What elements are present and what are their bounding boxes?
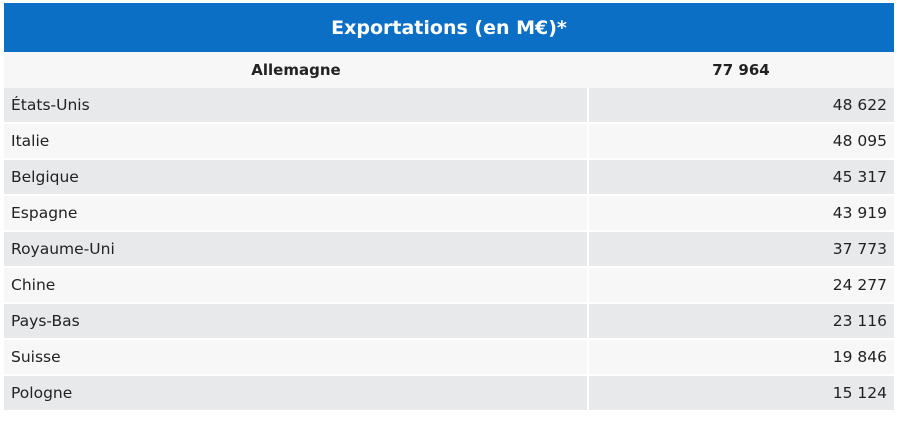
- table-row: Pologne 15 124: [4, 376, 894, 410]
- table-row: Pays-Bas 23 116: [4, 304, 894, 338]
- table-row: États-Unis 48 622: [4, 88, 894, 122]
- header-country: Allemagne: [251, 61, 341, 79]
- row-country: Chine: [4, 268, 587, 302]
- table-title: Exportations (en M€)*: [4, 3, 894, 52]
- row-value: 43 919: [588, 196, 894, 230]
- row-value: 23 116: [588, 304, 894, 338]
- row-country: Belgique: [4, 160, 587, 194]
- row-value: 24 277: [588, 268, 894, 302]
- row-value: 45 317: [588, 160, 894, 194]
- header-value: 77 964: [712, 61, 770, 79]
- row-country: Royaume-Uni: [4, 232, 587, 266]
- table-row: Espagne 43 919: [4, 196, 894, 230]
- exports-table: Exportations (en M€)* Allemagne 77 964 É…: [4, 3, 894, 412]
- row-value: 48 095: [588, 124, 894, 158]
- row-value: 37 773: [588, 232, 894, 266]
- table-row: Chine 24 277: [4, 268, 894, 302]
- row-country: États-Unis: [4, 88, 587, 122]
- row-country: Pays-Bas: [4, 304, 587, 338]
- table-row: Belgique 45 317: [4, 160, 894, 194]
- row-value: 48 622: [588, 88, 894, 122]
- row-country: Pologne: [4, 376, 587, 410]
- table-row: Royaume-Uni 37 773: [4, 232, 894, 266]
- table-row: Suisse 19 846: [4, 340, 894, 374]
- row-value: 15 124: [588, 376, 894, 410]
- row-value: 19 846: [588, 340, 894, 374]
- row-country: Espagne: [4, 196, 587, 230]
- row-country: Suisse: [4, 340, 587, 374]
- table-row: Italie 48 095: [4, 124, 894, 158]
- table-header-row: Allemagne 77 964: [4, 52, 894, 88]
- row-country: Italie: [4, 124, 587, 158]
